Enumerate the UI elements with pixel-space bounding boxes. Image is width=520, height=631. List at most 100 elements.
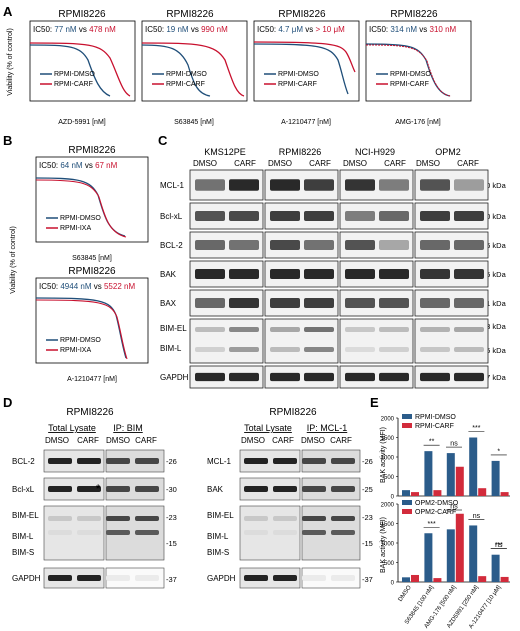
blot-band (48, 530, 72, 535)
x-axis-label: AZD-5991 [nM] (58, 119, 106, 126)
y-axis-label: Viability (% of control) (10, 226, 17, 294)
panel-e: BAK activity (MFI) BAK activity (MFI) 0 5… (380, 414, 510, 630)
y-tick-label: 2000 (381, 417, 395, 423)
blot-cell (43, 449, 105, 473)
blot-band (454, 211, 484, 221)
sig-label: ns (450, 504, 458, 511)
panel-label-d: D (3, 395, 12, 410)
plot-frame (35, 277, 149, 364)
ic50-text: IC50: 64 nM vs 67 nM (39, 161, 118, 170)
bar (402, 490, 410, 496)
blot-band (420, 240, 450, 250)
blot-band (304, 327, 334, 332)
blot-band (135, 575, 159, 581)
blot-band (135, 458, 159, 464)
blot-band (420, 327, 450, 332)
lane-dmso: DMSO (343, 159, 367, 168)
marker-label: -37 (362, 575, 373, 584)
y-tick-label: 0 (391, 581, 395, 587)
star-annotation: * (96, 483, 101, 495)
x-axis-label: AMG-176 [nM] (395, 119, 441, 126)
kda-label: 37 kDa (482, 373, 507, 382)
marker-label: -15 (166, 539, 177, 548)
blot-band (302, 486, 326, 492)
blot-cell (264, 318, 339, 364)
blot-band (48, 516, 72, 521)
legend-carf: RPMI-CARF (166, 81, 205, 88)
curve-plot-s63845: RPMI8226 IC50: 19 nM vs 990 nM S63845 [n… (141, 9, 248, 126)
legend-carf: RPMI-CARF (390, 81, 429, 88)
blot-band (229, 269, 259, 279)
lane-labels: DMSO CARF DMSO CARF DMSO CARF DMSO CARF (193, 159, 479, 168)
legend-carf: RPMI-CARF (278, 81, 317, 88)
y-axis-label: BAK activity (MFI) (380, 427, 387, 483)
blot-band (345, 327, 375, 332)
y-tick-label: 1500 (381, 436, 395, 442)
plot-frame (365, 20, 472, 102)
blot-cell (414, 318, 489, 364)
curve-plot-azd5991: RPMI8226 IC50: 77 nM vs 478 nM AZD-5991 … (29, 9, 136, 126)
blot-band (106, 516, 130, 521)
blot-band (302, 458, 326, 464)
blot-band (229, 240, 259, 250)
blot-band (420, 269, 450, 279)
marker-label: -23 (166, 513, 177, 522)
blot-band (195, 240, 225, 250)
blot-band (77, 516, 101, 521)
blot-band (345, 372, 375, 382)
kda-label: 23 kDa (482, 322, 507, 331)
y-tick-label: 500 (384, 561, 395, 567)
blot-band (195, 298, 225, 308)
blot-band (454, 327, 484, 332)
y-tick-label: 1000 (381, 542, 395, 548)
blot-band (420, 179, 450, 191)
kda-label: 21 kDa (482, 299, 507, 308)
bar (455, 513, 464, 582)
sig-label: ** (429, 439, 435, 446)
blot-band (244, 486, 268, 492)
plot-title: RPMI8226 (390, 9, 438, 20)
ic50-text: IC50: 314 nM vs 310 nM (369, 25, 457, 34)
panel-c: KMS12PE RPMI8226 NCI-H929 OPM2 DMSO CARF… (160, 147, 507, 389)
bar (446, 529, 455, 582)
blot-band (135, 530, 159, 535)
blot-band (379, 347, 409, 352)
bar (469, 437, 478, 496)
blot-band (273, 486, 297, 492)
blot-band (302, 575, 326, 581)
sig-label: * (497, 448, 500, 455)
legend-swatch (402, 423, 412, 428)
legend-label: RPMI-CARF (415, 423, 454, 430)
cell-line-rpmi8226: RPMI8226 (279, 147, 322, 157)
plot-title: RPMI8226 (278, 9, 326, 20)
blot-band (331, 486, 355, 492)
plot-title: RPMI8226 (66, 407, 114, 418)
blot-band (454, 240, 484, 250)
blot-band (304, 298, 334, 308)
blot-band (420, 211, 450, 221)
blot-band (379, 269, 409, 279)
plot-frame (141, 20, 248, 102)
plot-title: RPMI8226 (269, 407, 317, 418)
dmso-curve (29, 44, 111, 97)
blot-band (229, 179, 259, 191)
bar (433, 490, 442, 496)
protein-label: BCL-2 (12, 457, 35, 466)
protein-label: GAPDH (12, 574, 41, 583)
y-axis-label: BAK activity (MFI) (380, 517, 387, 573)
blot-band (48, 575, 72, 581)
blot-band (195, 327, 225, 332)
bar (433, 578, 442, 582)
legend-dmso: RPMI-DMSO (166, 71, 207, 78)
bar (500, 576, 509, 582)
x-axis-label: A-1210477 [nM] (67, 376, 117, 383)
carf-curve (141, 42, 245, 97)
legend-swatch (402, 509, 412, 514)
blot-cell (239, 477, 301, 501)
panel-label-a: A (3, 4, 13, 19)
blot-band (273, 458, 297, 464)
lane-dmso: DMSO (193, 159, 217, 168)
protein-label: GAPDH (160, 373, 189, 382)
blot-band (420, 347, 450, 352)
